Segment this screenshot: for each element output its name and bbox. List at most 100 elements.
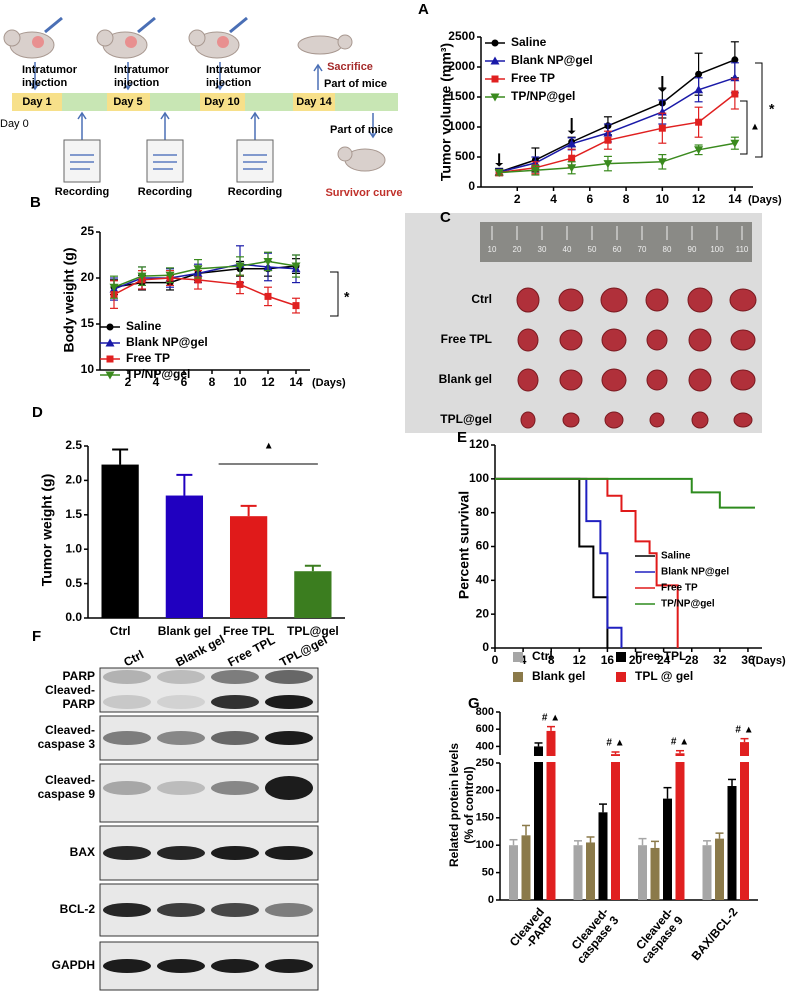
- bar: [521, 835, 531, 900]
- legend-marker: [490, 93, 500, 102]
- blot-band: [157, 695, 205, 709]
- day-box: [200, 93, 245, 111]
- ruler: [480, 222, 752, 262]
- day-label: Day 1: [22, 96, 51, 108]
- bracket: [755, 62, 763, 158]
- marker: [235, 262, 245, 271]
- marker: [603, 160, 613, 169]
- tumor: [649, 412, 665, 428]
- legend-label: Blank NP@gel: [511, 53, 593, 67]
- blot-band: [103, 670, 151, 684]
- series-line: [495, 477, 609, 648]
- tumor: [729, 288, 757, 312]
- band-label: GAPDH: [52, 958, 95, 972]
- marker: [292, 302, 300, 310]
- tumor: [688, 368, 712, 392]
- bar: [101, 464, 139, 618]
- y-tick-label: 1000: [448, 119, 475, 133]
- x-tick-label: 28: [685, 653, 699, 667]
- y-tick-label: 40: [476, 573, 490, 587]
- series-line: [495, 477, 623, 648]
- legend-label: Saline: [661, 551, 691, 562]
- blot-band: [157, 731, 205, 745]
- bar: [715, 838, 724, 900]
- marker: [567, 139, 577, 148]
- legend-label: Saline: [511, 35, 547, 49]
- bar: [650, 847, 660, 900]
- photo-row-label: Blank gel: [439, 372, 492, 386]
- blot-band: [265, 731, 313, 745]
- x-tick-label: 0: [492, 653, 499, 667]
- y-axis-title: Percent survival: [456, 491, 472, 599]
- ruler-label: 110: [736, 245, 749, 254]
- injection-label: Intratumor: [206, 64, 262, 76]
- bar: [165, 495, 204, 618]
- bar: [702, 845, 712, 900]
- y-tick-label: 100: [476, 839, 494, 851]
- tumor: [604, 411, 624, 429]
- legend-label: Free TP: [126, 351, 170, 365]
- y-tick-label: 600: [476, 723, 494, 735]
- legend-label: Free TP: [661, 583, 698, 594]
- y-tick-label: 0: [488, 894, 494, 906]
- tumor: [600, 287, 628, 313]
- panel-letter: F: [32, 628, 41, 645]
- blot-band: [103, 846, 151, 860]
- day-zero: Day 0: [0, 118, 29, 130]
- blot-band: [103, 781, 151, 795]
- legend-marker: [491, 39, 499, 47]
- injection-label: injection: [114, 77, 160, 89]
- blot-band: [211, 846, 259, 860]
- y-axis-title: Tumor weight (g): [39, 474, 55, 587]
- significance: # ▲: [671, 736, 689, 747]
- ruler-label: 20: [513, 245, 522, 254]
- x-tick-label: 32: [713, 653, 727, 667]
- marker: [291, 262, 301, 271]
- recording-label: Recording: [228, 186, 282, 198]
- marker: [165, 271, 175, 280]
- legend-marker: [491, 75, 499, 83]
- y-tick-label: 0: [468, 179, 475, 193]
- blot-band: [211, 695, 259, 709]
- blot-band: [211, 731, 259, 745]
- band-label: caspase 9: [38, 787, 96, 801]
- y-axis-title: Body weight (g): [61, 248, 77, 353]
- legend-marker: [105, 338, 115, 347]
- blot-band: [265, 903, 313, 917]
- tumor: [691, 411, 709, 429]
- y-tick-label: 100: [469, 471, 489, 485]
- legend-swatch: [513, 672, 523, 682]
- tumor-spots: [32, 36, 229, 48]
- legend-swatch: [616, 672, 626, 682]
- y-tick-label: 2.0: [65, 473, 82, 487]
- panel-letter: D: [32, 404, 43, 421]
- bar: [663, 798, 672, 900]
- bar: [294, 571, 332, 618]
- marker: [567, 164, 577, 173]
- tumor: [517, 328, 539, 352]
- legend-marker: [105, 371, 115, 380]
- part-label: Part of mice: [324, 78, 387, 90]
- ruler-label: 60: [613, 245, 622, 254]
- injection-label: injection: [206, 77, 252, 89]
- marker: [695, 118, 703, 126]
- bar: [586, 842, 595, 900]
- axis-break: [494, 756, 758, 762]
- bar: [598, 812, 608, 900]
- bar: [727, 786, 737, 900]
- x-tick-label: 24: [657, 653, 671, 667]
- y-tick-label: 15: [81, 316, 95, 330]
- x-tick-label: 20: [629, 653, 643, 667]
- legend-label: Blank gel: [532, 669, 585, 683]
- band-label: Cleaved-: [45, 723, 95, 737]
- legend-label: Free TP: [511, 71, 555, 85]
- tumor: [646, 329, 668, 351]
- y-tick-label: 2500: [448, 29, 475, 43]
- x-tick-label: 2: [125, 375, 132, 389]
- ruler-label: 10: [488, 245, 497, 254]
- day-label: Day 10: [204, 96, 239, 108]
- significance: # ▲: [542, 712, 560, 723]
- arrow-head: [495, 163, 504, 167]
- legend-label: Saline: [126, 319, 162, 333]
